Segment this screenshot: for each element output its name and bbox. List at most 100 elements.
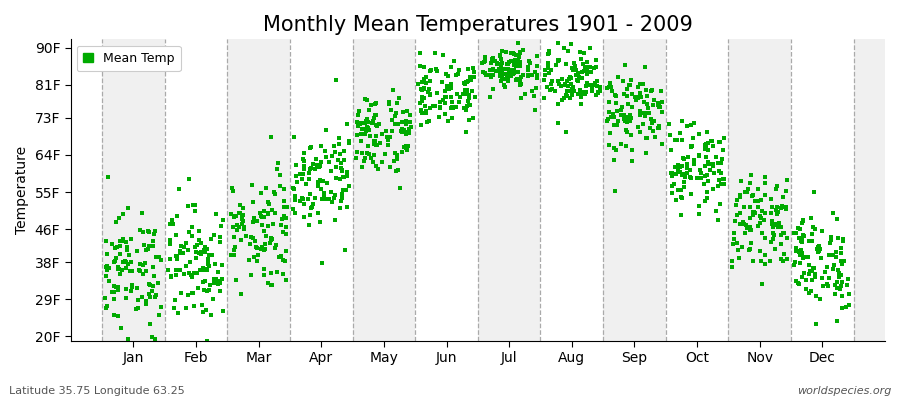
Point <box>483 74 498 80</box>
Point <box>332 176 347 182</box>
Point <box>100 263 114 269</box>
Point <box>591 90 606 96</box>
Point <box>107 259 122 266</box>
Point <box>111 264 125 270</box>
Point <box>335 167 349 174</box>
Point <box>293 170 308 177</box>
Point <box>276 198 291 205</box>
Point <box>107 283 122 290</box>
Point <box>806 265 820 271</box>
Point <box>255 222 269 228</box>
Point <box>620 86 634 92</box>
Point <box>685 143 699 149</box>
Point <box>302 169 316 176</box>
Point <box>494 78 508 84</box>
Point <box>493 70 508 77</box>
Point <box>464 74 478 80</box>
Point <box>279 224 293 230</box>
Point <box>330 157 345 163</box>
Point <box>830 216 844 222</box>
Point <box>170 310 184 316</box>
Point <box>395 149 410 155</box>
Point <box>753 258 768 264</box>
Point <box>234 236 248 243</box>
Point <box>603 130 617 136</box>
Point <box>808 226 823 232</box>
Point <box>208 261 222 268</box>
Point <box>502 70 517 76</box>
Point <box>796 233 811 240</box>
Point <box>529 53 544 59</box>
Point <box>821 282 835 289</box>
Point <box>763 210 778 217</box>
Point <box>305 203 320 210</box>
Point <box>698 153 713 160</box>
Point <box>242 257 256 263</box>
Point <box>269 166 284 172</box>
Point <box>394 126 409 132</box>
Point <box>833 286 848 292</box>
Point <box>675 118 689 124</box>
Point <box>631 124 645 130</box>
Point <box>634 94 648 100</box>
Point <box>384 117 399 124</box>
Point <box>671 187 686 193</box>
Point <box>417 84 431 91</box>
Point <box>150 280 165 286</box>
Point <box>578 65 592 71</box>
Point <box>806 267 820 274</box>
Point <box>501 59 516 66</box>
Point <box>513 49 527 56</box>
Point <box>511 69 526 76</box>
Point <box>319 127 333 134</box>
Point <box>805 231 819 238</box>
Point <box>834 292 849 299</box>
Point <box>600 85 615 91</box>
Point <box>677 178 691 185</box>
Point <box>475 60 490 66</box>
Point <box>500 71 515 78</box>
Point <box>125 284 140 290</box>
Point <box>418 108 433 114</box>
Point <box>478 58 492 64</box>
Point <box>369 133 383 140</box>
Point <box>592 84 607 90</box>
Point <box>179 304 194 311</box>
Point <box>418 110 433 116</box>
Point <box>508 58 522 65</box>
Point <box>705 138 719 144</box>
Point <box>674 163 688 169</box>
Point <box>712 177 726 184</box>
Point <box>691 211 706 218</box>
Point <box>834 245 849 251</box>
Point <box>320 196 334 202</box>
Point <box>572 88 587 95</box>
Point <box>270 269 284 276</box>
Point <box>320 180 334 186</box>
Point <box>714 170 728 176</box>
Point <box>633 108 647 114</box>
Point <box>444 94 458 100</box>
Point <box>794 247 808 253</box>
Point <box>148 292 163 298</box>
Point <box>835 236 850 242</box>
Point <box>791 225 806 231</box>
Point <box>374 131 389 137</box>
Point <box>551 78 565 84</box>
Point <box>287 196 302 203</box>
Point <box>277 186 292 192</box>
Point <box>779 235 794 241</box>
Point <box>793 252 807 258</box>
Point <box>392 95 407 101</box>
Point <box>309 156 323 162</box>
Point <box>423 91 437 97</box>
Point <box>260 210 274 217</box>
Point <box>199 306 213 313</box>
Point <box>592 88 607 94</box>
Point <box>459 79 473 86</box>
Point <box>185 273 200 280</box>
Point <box>459 91 473 98</box>
Point <box>265 282 279 288</box>
Point <box>758 180 772 186</box>
Point <box>614 141 628 147</box>
